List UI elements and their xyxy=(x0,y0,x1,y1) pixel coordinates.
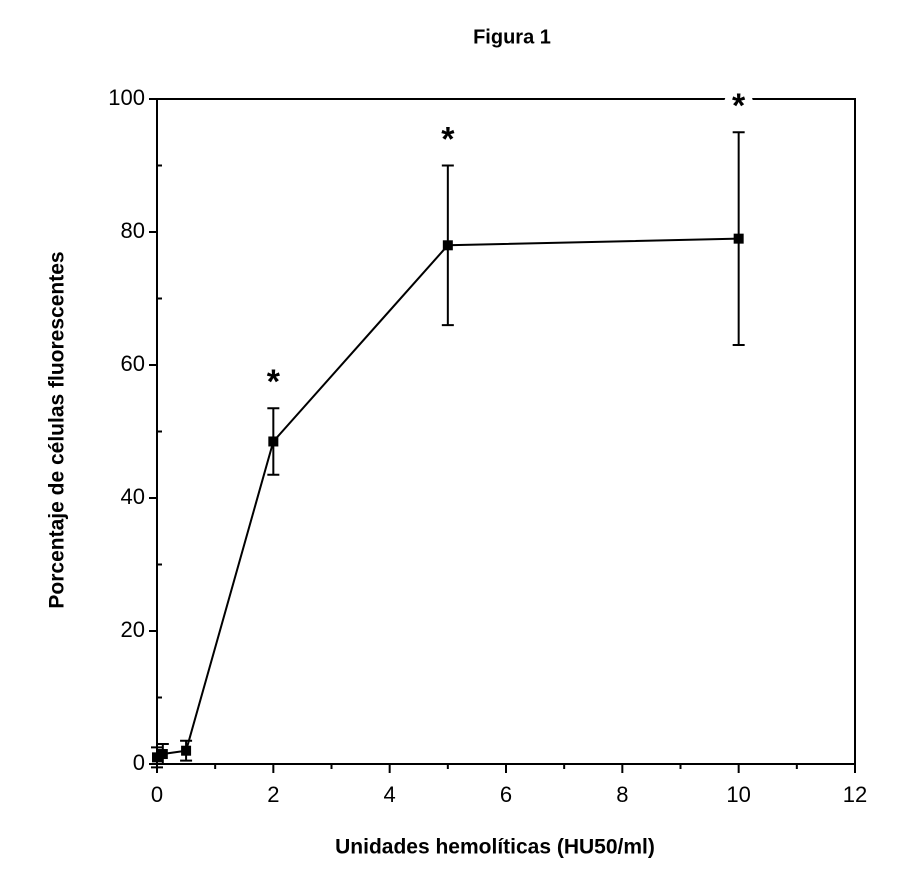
chart-title: Figura 1 xyxy=(473,26,551,48)
x-tick-label: 12 xyxy=(843,782,867,807)
data-point xyxy=(733,233,744,244)
x-tick-label: 8 xyxy=(616,782,628,807)
data-point xyxy=(152,752,162,763)
y-tick-label: 60 xyxy=(121,351,145,376)
data-point xyxy=(181,745,192,756)
y-tick-label: 0 xyxy=(133,750,145,775)
data-point xyxy=(268,436,279,447)
y-tick-label: 40 xyxy=(121,484,145,509)
y-tick-label: 20 xyxy=(121,617,145,642)
significance-marker: * xyxy=(732,87,746,125)
significance-marker: * xyxy=(267,363,281,401)
x-axis-label: Unidades hemolíticas (HU50/ml) xyxy=(335,836,655,859)
x-tick-label: 2 xyxy=(267,782,279,807)
x-tick-label: 4 xyxy=(384,782,396,807)
y-axis-label: Porcentaje de células fluorescentes xyxy=(46,251,69,608)
x-tick-label: 0 xyxy=(151,782,163,807)
data-point xyxy=(442,240,453,251)
plot-frame xyxy=(156,98,856,765)
x-tick-label: 10 xyxy=(726,782,750,807)
y-tick-label: 80 xyxy=(121,218,145,243)
x-tick-label: 6 xyxy=(500,782,512,807)
significance-marker: * xyxy=(441,120,455,158)
data-point xyxy=(157,749,168,760)
y-tick-label: 100 xyxy=(108,85,145,110)
